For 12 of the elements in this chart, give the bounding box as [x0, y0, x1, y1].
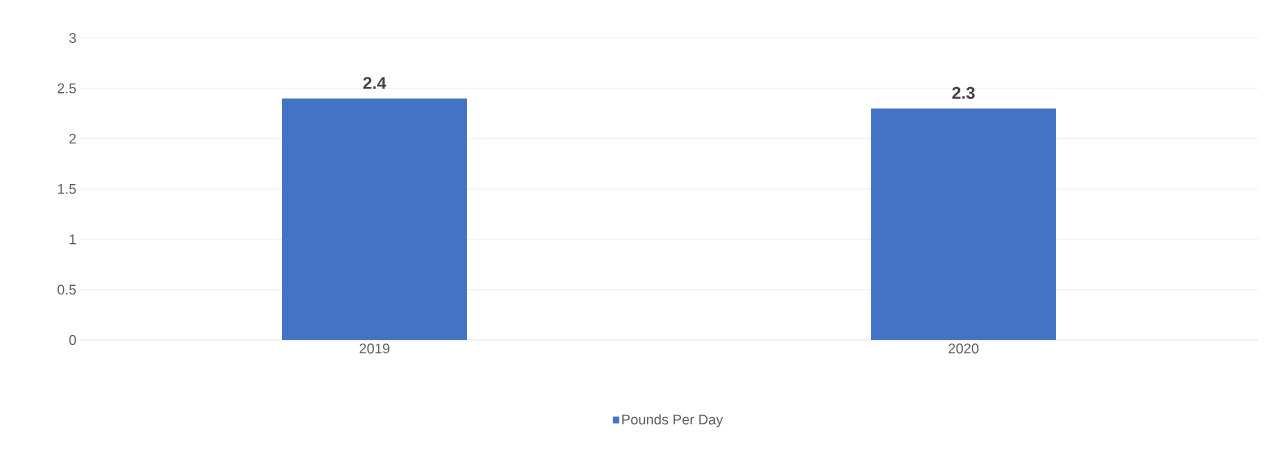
- x-tick-label: 2020: [948, 343, 979, 354]
- data-label: 2.3: [952, 86, 975, 99]
- y-tick-label: 1.5: [58, 184, 76, 194]
- y-tick-label: 1: [69, 234, 76, 245]
- y-tick-label: 2.5: [57, 83, 76, 94]
- y-tick-label: 3: [69, 33, 76, 43]
- y-tick-label: 2: [69, 133, 76, 144]
- data-label: 2.4: [363, 76, 387, 89]
- x-tick-label: 2019: [359, 343, 390, 354]
- legend-label: Pounds Per Day: [622, 414, 724, 428]
- y-tick-label: 0: [69, 335, 76, 345]
- y-tick-label: 0.5: [57, 284, 76, 295]
